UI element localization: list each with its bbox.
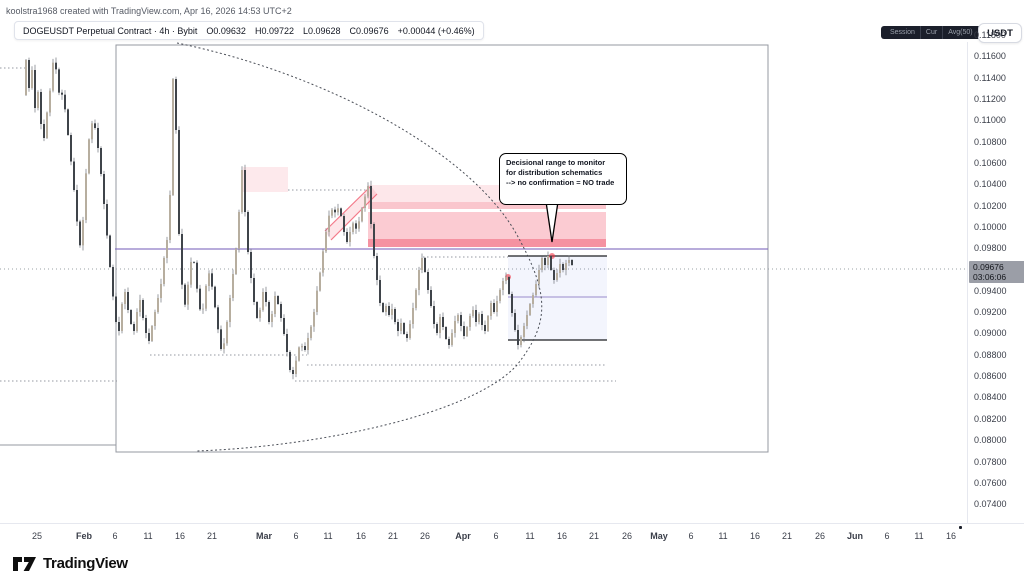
time-axis-label: 25 — [31, 531, 43, 541]
supply-box-a[interactable] — [243, 167, 288, 192]
time-axis-label: 16 — [355, 531, 367, 541]
scale-mode-session[interactable]: Session — [890, 29, 915, 36]
price-axis-label: 0.07800 — [974, 457, 1007, 467]
time-axis-label: 16 — [174, 531, 186, 541]
ohlc-open: O0.09632 — [206, 25, 246, 36]
price-axis-label: 0.11800 — [974, 30, 1006, 40]
price-axis-label: 0.08400 — [974, 392, 1007, 402]
time-axis-label: 6 — [112, 531, 118, 541]
axis-separator-horizontal — [0, 523, 1024, 524]
callout-text-line: --> no confirmation = NO trade — [506, 178, 615, 187]
time-axis-label: Apr — [455, 531, 471, 541]
tradingview-logo[interactable]: TradingView — [13, 555, 128, 572]
price-axis-label: 0.10600 — [974, 158, 1007, 168]
price-axis-label: 0.11000 — [974, 115, 1006, 125]
time-axis-label: 21 — [206, 531, 218, 541]
scale-mode-cur[interactable]: Cur — [919, 26, 942, 39]
time-axis-label: 6 — [884, 531, 890, 541]
time-axis-label: 6 — [293, 531, 299, 541]
pink-channel-line-2[interactable] — [330, 193, 378, 241]
price-axis-label: 0.08800 — [974, 350, 1007, 360]
candlesticks — [25, 57, 573, 380]
supply-box-c[interactable] — [368, 212, 606, 247]
time-axis-label: 16 — [749, 531, 761, 541]
time-axis-label: 6 — [688, 531, 694, 541]
price-axis-label: 0.10800 — [974, 137, 1007, 147]
bar-countdown: 03:06:06 — [973, 272, 1007, 282]
price-axis-label: 0.07400 — [974, 499, 1007, 509]
price-axis-label: 0.08000 — [974, 435, 1007, 445]
price-axis-label: 0.09800 — [974, 243, 1007, 253]
price-axis-label: 0.08200 — [974, 414, 1007, 424]
price-axis-label: 0.09200 — [974, 307, 1007, 317]
ohlc-high: H0.09722 — [254, 25, 294, 36]
tradingview-logo-text: TradingView — [43, 555, 128, 572]
price-axis-label: 0.11200 — [974, 94, 1006, 104]
callout-note[interactable]: Decisional range to monitor for distribut… — [499, 153, 627, 205]
time-axis-label: 11 — [718, 531, 728, 541]
axis-separator-vertical — [967, 42, 968, 523]
time-axis-label: 21 — [781, 531, 793, 541]
price-axis-label: 0.09400 — [974, 286, 1007, 296]
price-axis-label: 0.11400 — [974, 73, 1006, 83]
time-axis-label: 26 — [419, 531, 431, 541]
time-axis-label: 11 — [914, 531, 924, 541]
time-axis-label: 26 — [621, 531, 633, 541]
supply-box-c-band[interactable] — [368, 239, 606, 247]
time-axis-label: 21 — [387, 531, 399, 541]
price-axis-label: 0.10400 — [974, 179, 1007, 189]
price-axis-label: 0.08600 — [974, 371, 1007, 381]
realtime-dot — [959, 526, 962, 529]
time-axis-label: May — [650, 531, 668, 541]
time-axis-label: 11 — [525, 531, 535, 541]
price-axis-label: 0.07600 — [974, 478, 1007, 488]
current-price-label: 0.09676 03:06:06 — [969, 261, 1024, 283]
callout-text-line: Decisional range to monitor — [506, 158, 606, 167]
time-axis-label: Mar — [255, 531, 273, 541]
ohlc-change: +0.00044 (+0.46%) — [397, 25, 475, 36]
time-axis-label: 26 — [814, 531, 826, 541]
distribution-arc[interactable] — [176, 42, 543, 452]
current-price-value: 0.09676 — [973, 262, 1004, 272]
scale-mode-avg50[interactable]: Avg(50) — [942, 26, 977, 39]
supply-box-b-band[interactable] — [368, 202, 606, 209]
ohlc-close: C0.09676 — [349, 25, 389, 36]
time-axis-label: 21 — [588, 531, 600, 541]
tradingview-logo-mark — [13, 556, 36, 571]
time-axis-label: Jun — [846, 531, 864, 541]
chart-drawings — [0, 42, 966, 453]
price-axis-label: 0.10000 — [974, 222, 1007, 232]
price-axis-label: 0.10200 — [974, 201, 1007, 211]
symbol-legend-pill[interactable]: DOGEUSDT Perpetual Contract · 4h · Bybit… — [14, 21, 484, 40]
currency-toggle-button[interactable]: USDT — [978, 23, 1022, 43]
ohlc-low: L0.09628 — [303, 25, 341, 36]
time-axis-label: Feb — [75, 531, 93, 541]
time-axis-label: 11 — [143, 531, 153, 541]
price-axis-label: 0.09000 — [974, 328, 1007, 338]
callout-text-line: for distribution schematics — [506, 168, 603, 177]
time-axis-label: 11 — [323, 531, 333, 541]
symbol-title: DOGEUSDT Perpetual Contract · 4h · Bybit — [23, 25, 198, 36]
price-axis-label: 0.11600 — [974, 51, 1006, 61]
attribution-text: koolstra1968 created with TradingView.co… — [6, 6, 292, 16]
pink-channel-line-1[interactable] — [324, 185, 372, 232]
time-axis-label: 16 — [556, 531, 568, 541]
time-axis-label: 16 — [945, 531, 957, 541]
decision-box-fill[interactable] — [508, 256, 607, 340]
time-axis-label: 6 — [493, 531, 499, 541]
